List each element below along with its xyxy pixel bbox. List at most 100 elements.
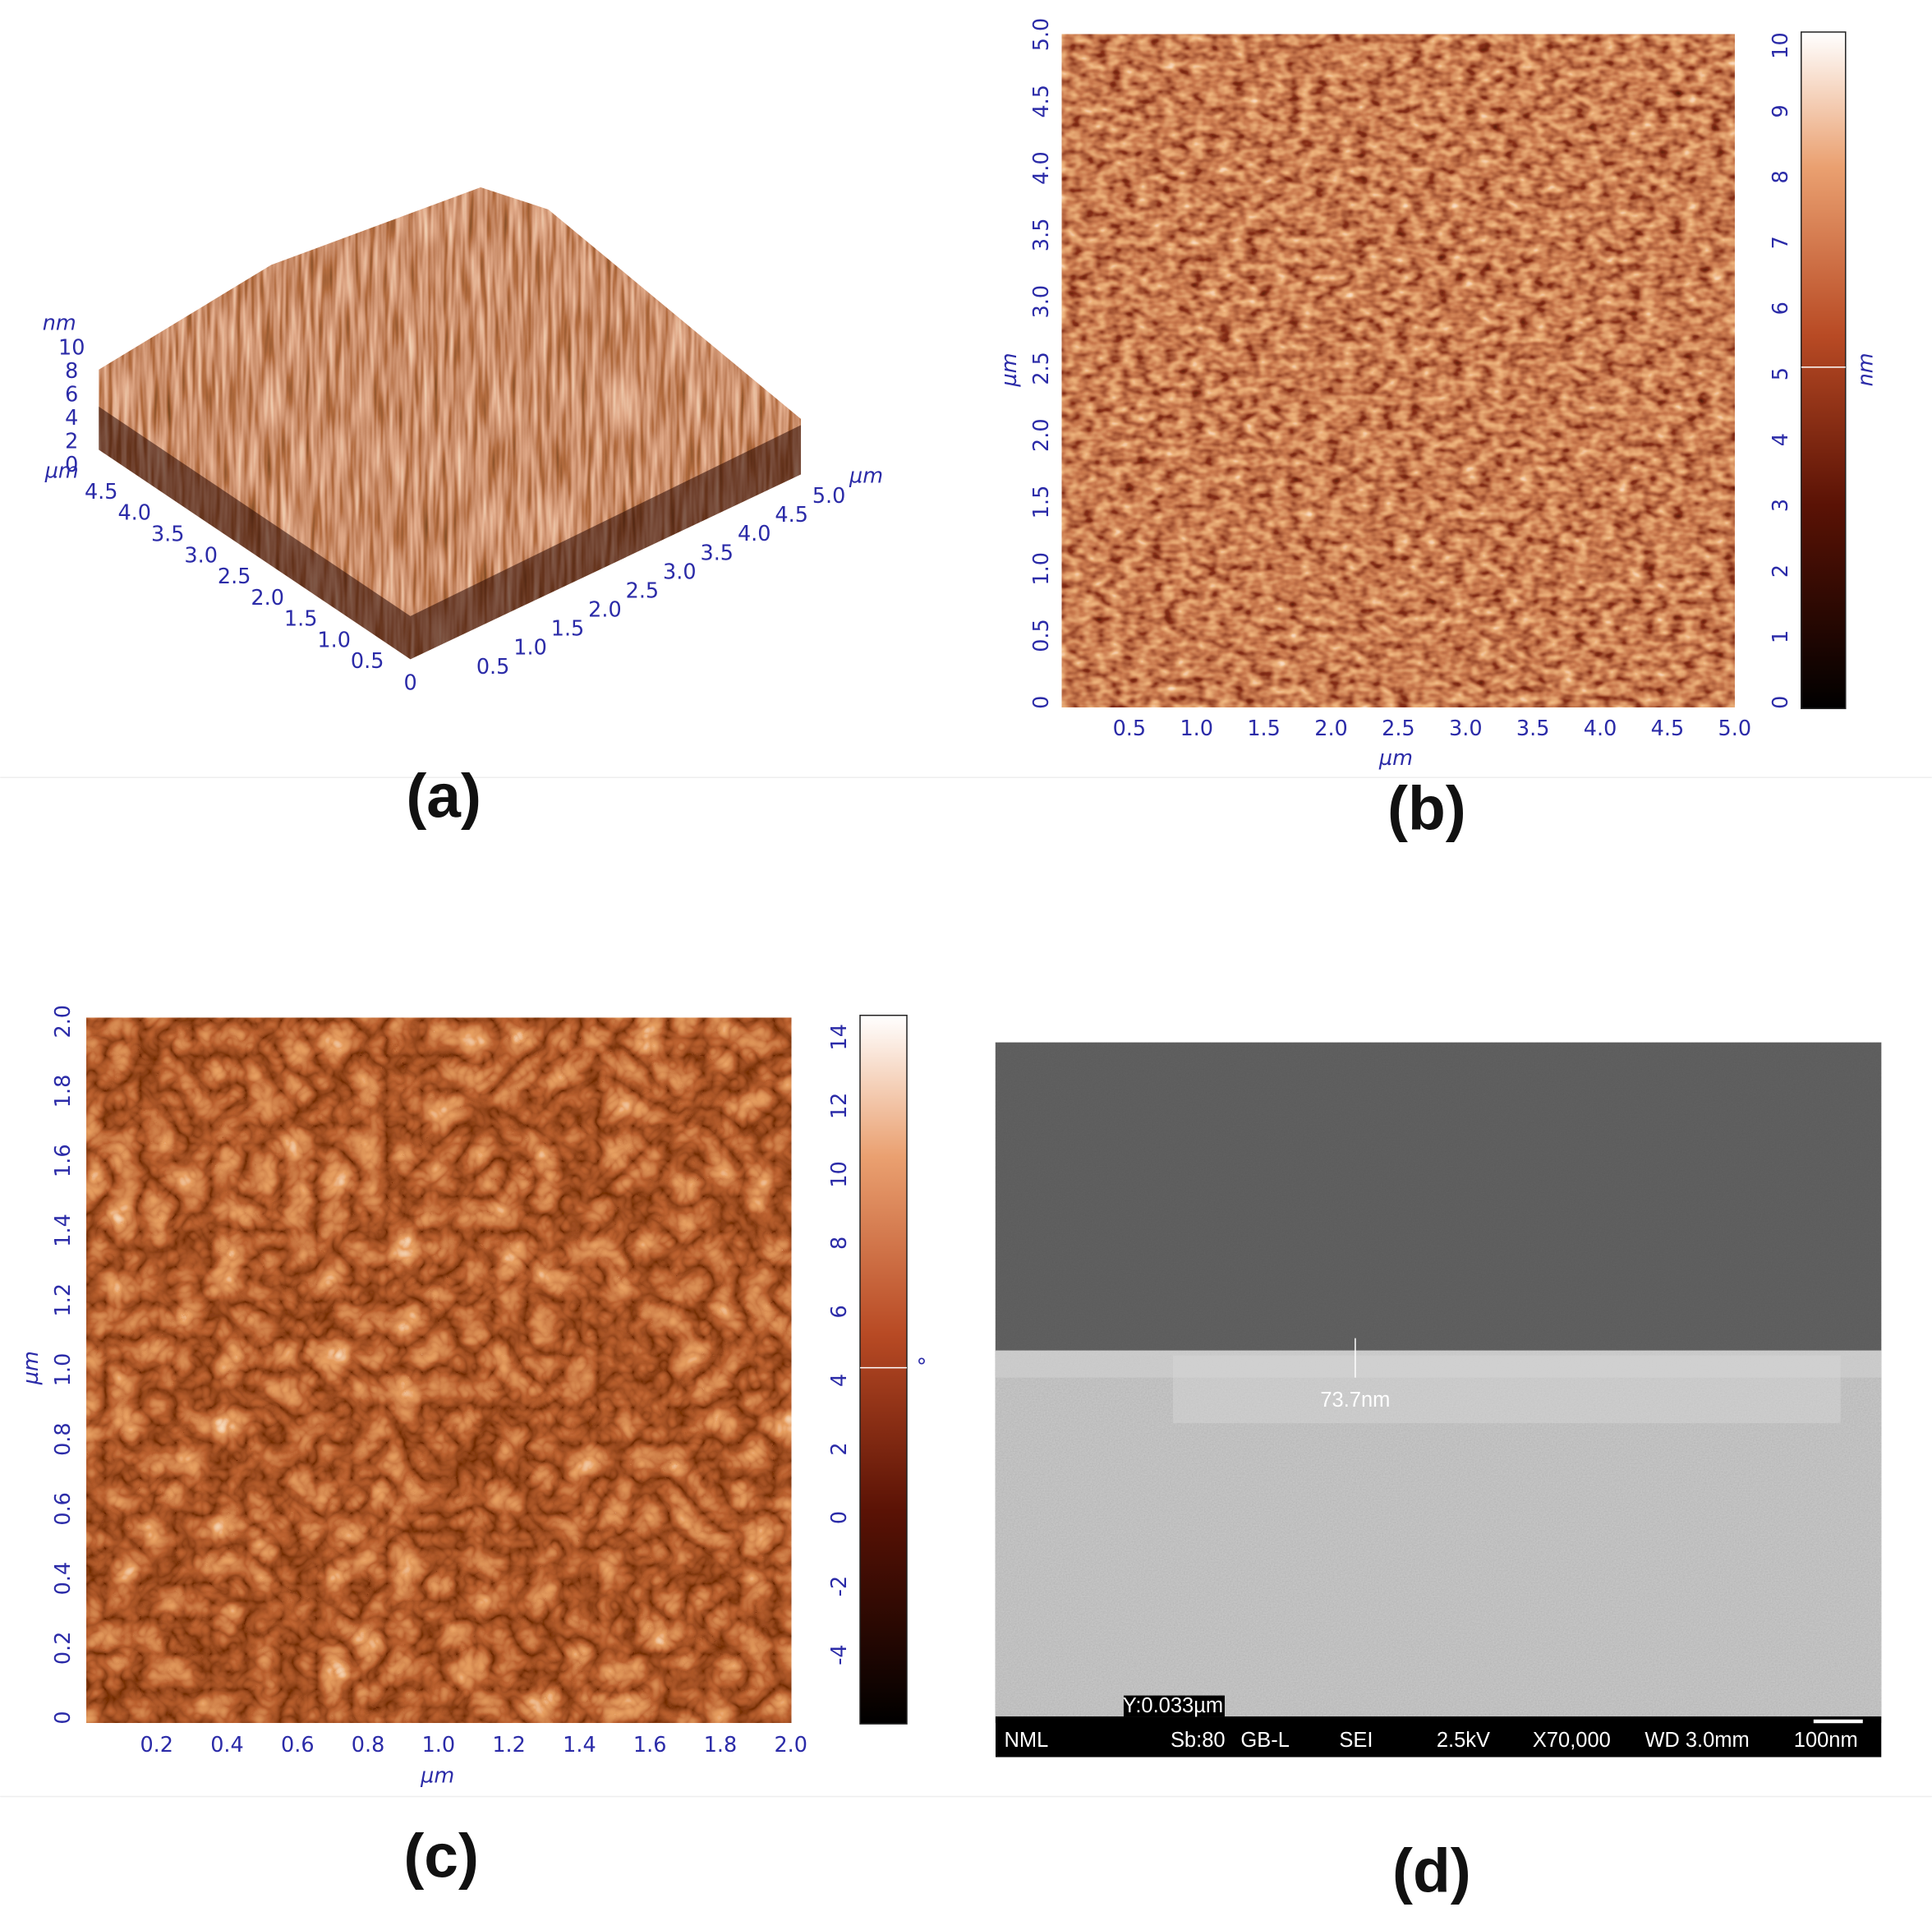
- colorbar-tick-label: 1: [1769, 630, 1793, 643]
- thickness-label: 73.7nm: [1320, 1389, 1390, 1412]
- x-tick-label: 1.6: [633, 1733, 667, 1757]
- colorbar-unit: °: [917, 1355, 927, 1380]
- axis-unit: µm: [420, 1764, 454, 1789]
- y-tick-label: 2.0: [251, 586, 284, 610]
- colorbar-tick-label: 10: [827, 1161, 852, 1187]
- colorbar-tick-label: -2: [827, 1576, 852, 1596]
- y-tick-label: 4.0: [117, 501, 151, 526]
- x-tick-label: 4.0: [738, 522, 771, 546]
- colorbar-tick-label: 12: [827, 1093, 852, 1119]
- colorbar: [859, 1014, 908, 1725]
- afm-height-image: [1061, 34, 1735, 707]
- y-tick-label: 1.6: [51, 1144, 76, 1177]
- x-tick-label: 1.4: [563, 1733, 596, 1757]
- y-tick-label: 4.5: [1029, 85, 1054, 118]
- x-tick-label: 5.0: [1718, 716, 1752, 741]
- z-tick-label: 8: [65, 359, 78, 384]
- y-tick-label: 3.5: [1029, 219, 1054, 252]
- x-tick-label: 2.0: [774, 1733, 807, 1757]
- colorbar-tick-label: 6: [827, 1305, 852, 1318]
- y-tick-label: 3.5: [151, 522, 185, 546]
- y-tick-label: 2.0: [1029, 418, 1054, 452]
- x-tick-label: 1.0: [422, 1733, 456, 1757]
- panel-label: (c): [403, 1821, 479, 1890]
- y-tick-label: 4.5: [85, 480, 118, 504]
- x-tick-label: 3.0: [1449, 716, 1483, 741]
- colorbar-tick-label: 5: [1769, 367, 1793, 380]
- axis-unit: µm: [44, 458, 79, 483]
- info-text: Sb:80: [1171, 1729, 1226, 1752]
- y-tick-label: 0.5: [1029, 619, 1054, 652]
- y-tick-label: 0.2: [51, 1632, 76, 1665]
- y-tick-label: 2.0: [51, 1005, 76, 1039]
- y-tick-label: 1.8: [51, 1075, 76, 1108]
- colorbar-tick-label: 4: [1769, 433, 1793, 446]
- colorbar-tick-label: -4: [827, 1644, 852, 1665]
- x-tick-label: 1.0: [513, 636, 547, 661]
- colorbar-tick-label: 8: [1769, 170, 1793, 183]
- z-tick-label: 0: [65, 453, 78, 477]
- x-tick-label: 0.6: [281, 1733, 315, 1757]
- y-tick-label: 1.2: [51, 1283, 76, 1317]
- z-tick-label: 2: [65, 429, 78, 454]
- surface-base: [99, 406, 802, 660]
- x-tick-label: 1.5: [1247, 716, 1281, 741]
- y-tick-label: 0.6: [51, 1492, 76, 1526]
- axis-unit: µm: [1378, 746, 1413, 771]
- x-tick-label: 2.5: [1382, 716, 1415, 741]
- y-tick-label: 2.5: [1029, 352, 1054, 385]
- colorbar-tick-label: 0: [827, 1511, 852, 1524]
- z-tick-label: 6: [65, 382, 78, 407]
- colorbar-tick-label: 7: [1769, 236, 1793, 249]
- axis-unit: µm: [997, 352, 1022, 387]
- z-tick-label: 10: [58, 335, 85, 360]
- measure-box: [1172, 1355, 1841, 1424]
- colorbar-tick-label: 2: [1769, 564, 1793, 578]
- y-tick-label: 1.4: [51, 1214, 76, 1247]
- colorbar-tick-label: 4: [827, 1374, 852, 1387]
- x-tick-label: 1.2: [492, 1733, 526, 1757]
- x-tick-label: 1.8: [704, 1733, 738, 1757]
- y-tick-label: 1.5: [284, 607, 318, 632]
- panel-c: [86, 1014, 908, 1725]
- y-tick-label: 1.0: [1029, 552, 1054, 586]
- colorbar-tick-label: 2: [827, 1442, 852, 1455]
- colorbar-tick-label: 14: [827, 1024, 852, 1050]
- colorbar-tick-label: 8: [827, 1237, 852, 1250]
- origin-label: 0: [404, 670, 417, 695]
- panel-d: [995, 1042, 1882, 1757]
- info-text: 2.5kV: [1437, 1729, 1490, 1752]
- x-tick-label: 4.0: [1584, 716, 1617, 741]
- z-tick-label: 4: [65, 406, 78, 431]
- x-tick-label: 0.5: [1113, 716, 1147, 741]
- y-tick-label: 1.5: [1029, 486, 1054, 519]
- x-tick-label: 3.5: [1516, 716, 1550, 741]
- x-tick-label: 2.0: [1314, 716, 1348, 741]
- x-tick-label: 0.8: [352, 1733, 385, 1757]
- x-tick-label: 0.2: [140, 1733, 173, 1757]
- axis-unit: nm: [43, 311, 76, 335]
- colorbar-tick-label: 6: [1769, 302, 1793, 315]
- y-tick-label: 3.0: [184, 543, 218, 568]
- y-tick-label: 1.0: [317, 628, 351, 652]
- info-text: GB-L: [1240, 1729, 1289, 1752]
- sem-background: [995, 1042, 1882, 1351]
- info-text: NML: [1004, 1729, 1048, 1752]
- panel-label: (b): [1387, 774, 1466, 843]
- y-tick-label: 0.4: [51, 1562, 76, 1596]
- y-tick-label: 3.0: [1029, 285, 1054, 319]
- colorbar-tick-label: 9: [1769, 104, 1793, 117]
- afm-3d-surface: [99, 187, 802, 660]
- y-tick-label: 4.0: [1029, 151, 1054, 185]
- x-tick-label: 5.0: [812, 484, 846, 509]
- film-layer: [995, 1350, 1882, 1378]
- x-tick-label: 3.0: [663, 560, 697, 584]
- y-tick-label: 0.5: [351, 649, 384, 674]
- colorbar-tick-label: 10: [1769, 32, 1793, 58]
- panel-label: (d): [1392, 1836, 1471, 1905]
- info-text: X70,000: [1533, 1729, 1611, 1752]
- afm-phase-image: [86, 1017, 792, 1723]
- y-tick-label: 2.5: [218, 564, 251, 589]
- y-tick-label: 0.8: [51, 1422, 76, 1456]
